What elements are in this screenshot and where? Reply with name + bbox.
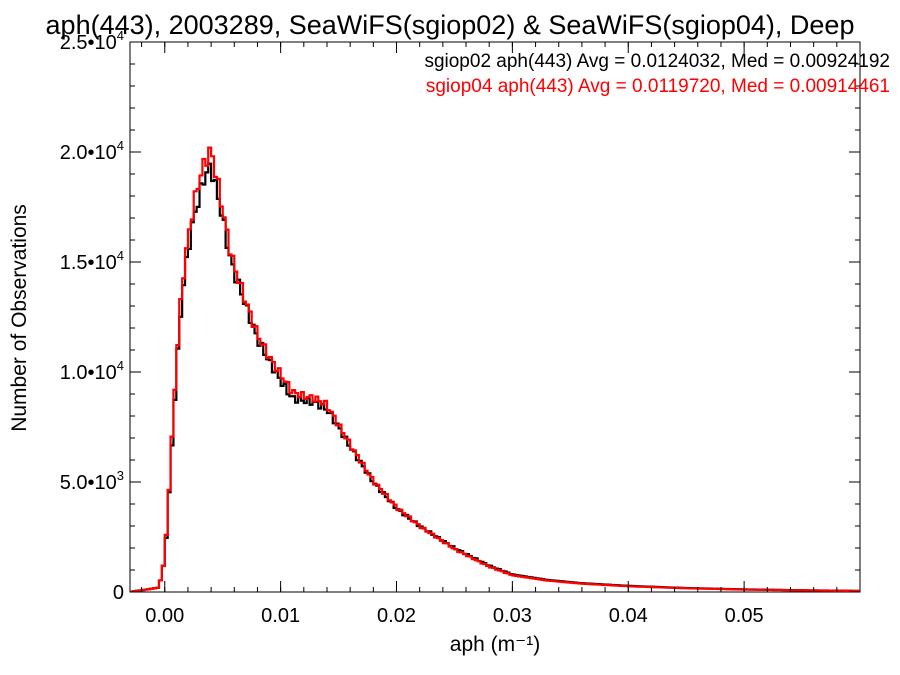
y-tick-label: 5.0•103 [60, 468, 124, 494]
y-tick-exponent: 4 [117, 28, 124, 43]
y-tick-mantissa: 2.5•10 [60, 32, 117, 54]
y-tick-label: 0 [113, 582, 124, 604]
y-tick-mantissa: 0 [113, 582, 124, 604]
plot-frame [129, 41, 861, 593]
y-tick-mantissa: 5.0•10 [60, 472, 117, 494]
stats-annotation: sgiop04 aph(443) Avg = 0.0119720, Med = … [426, 76, 890, 97]
y-tick-exponent: 4 [117, 358, 124, 373]
x-axis: 0.00 0.01 0.02 0.03 0.04 0.05 [141, 42, 838, 627]
x-tick-label: 0.00 [145, 605, 184, 627]
y-tick-label: 2.5•104 [60, 28, 124, 54]
x-tick-label: 0.02 [377, 605, 416, 627]
stats-annotation: sgiop02 aph(443) Avg = 0.0124032, Med = … [424, 51, 890, 72]
y-axis-label: Number of Observations [8, 204, 31, 432]
y-tick-mantissa: 1.0•10 [60, 362, 117, 384]
series-layer [130, 146, 860, 592]
y-tick-label: 1.0•104 [60, 358, 124, 384]
y-tick-mantissa: 1.5•10 [60, 252, 117, 274]
y-tick-label: 1.5•104 [60, 248, 124, 274]
chart-title: aph(443), 2003289, SeaWiFS(sgiop02) & Se… [46, 10, 855, 40]
y-tick-exponent: 4 [117, 248, 124, 263]
x-tick-label: 0.03 [493, 605, 532, 627]
annotation-layer: sgiop02 aph(443) Avg = 0.0124032, Med = … [424, 51, 890, 97]
y-tick-exponent: 3 [117, 468, 124, 483]
series-line-1 [130, 162, 860, 592]
plot-area: 0.00 0.01 0.02 0.03 0.04 0.05 05.0•1031.0•104… [60, 28, 861, 627]
series-line-2 [130, 146, 860, 592]
y-tick-mantissa: 2.0•10 [60, 142, 117, 164]
y-tick-label: 2.0•104 [60, 138, 124, 164]
y-tick-exponent: 4 [117, 138, 124, 153]
x-tick-label: 0.01 [261, 605, 300, 627]
x-tick-label: 0.05 [725, 605, 764, 627]
x-tick-label: 0.04 [609, 605, 648, 627]
x-axis-label: aph (m⁻¹) [450, 633, 540, 656]
